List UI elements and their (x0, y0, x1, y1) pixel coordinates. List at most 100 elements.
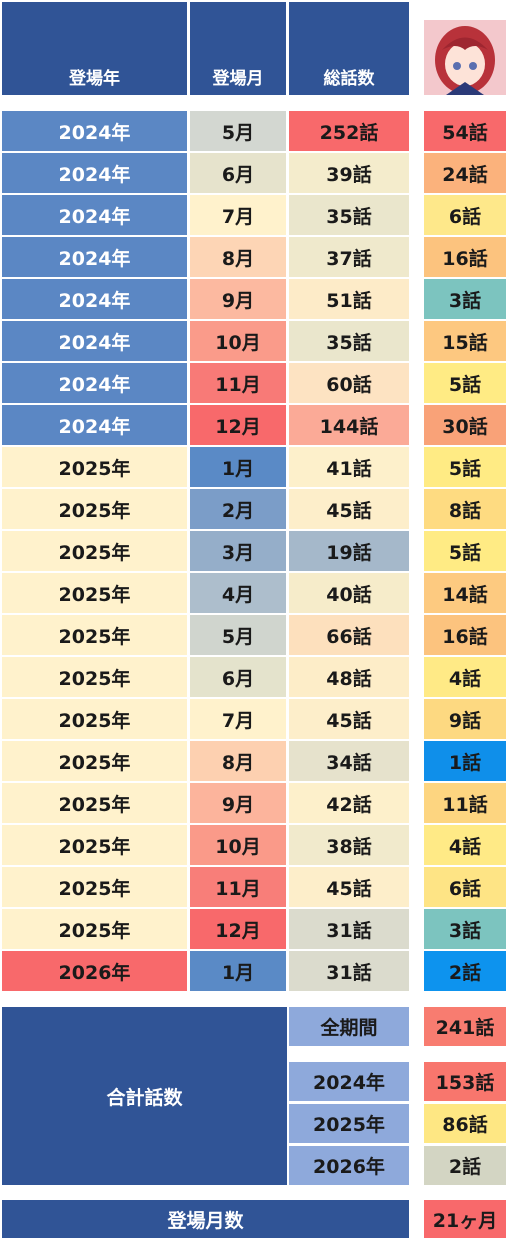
year-cell: 2024年 (2, 195, 187, 235)
header-cell: 登場月 (190, 2, 286, 95)
month-cell: 12月 (190, 909, 286, 949)
month-cell: 6月 (190, 153, 286, 193)
year-cell: 2024年 (2, 153, 187, 193)
summary-value: 2話 (424, 1146, 506, 1185)
summary-label: 合計話数 (2, 1007, 287, 1185)
year-cell: 2024年 (2, 279, 187, 319)
year-cell: 2025年 (2, 699, 187, 739)
year-cell: 2024年 (2, 111, 187, 151)
episodes-cell: 37話 (289, 237, 409, 277)
month-cell: 9月 (190, 783, 286, 823)
month-cell: 3月 (190, 531, 286, 571)
count-cell: 6話 (424, 867, 506, 907)
count-cell: 16話 (424, 615, 506, 655)
summary-value: 241話 (424, 1007, 506, 1046)
year-cell: 2025年 (2, 531, 187, 571)
month-cell: 12月 (190, 405, 286, 445)
month-cell: 8月 (190, 237, 286, 277)
year-cell: 2025年 (2, 615, 187, 655)
episodes-cell: 252話 (289, 111, 409, 151)
count-cell: 4話 (424, 825, 506, 865)
month-cell: 7月 (190, 195, 286, 235)
year-cell: 2024年 (2, 237, 187, 277)
year-cell: 2025年 (2, 867, 187, 907)
year-cell: 2026年 (2, 951, 187, 991)
episodes-cell: 42話 (289, 783, 409, 823)
episodes-cell: 35話 (289, 321, 409, 361)
month-cell: 2月 (190, 489, 286, 529)
avatar (424, 20, 506, 95)
episodes-cell: 35話 (289, 195, 409, 235)
summary-period: 2026年 (289, 1146, 409, 1185)
month-cell: 10月 (190, 825, 286, 865)
episodes-cell: 41話 (289, 447, 409, 487)
summary-value: 86話 (424, 1104, 506, 1143)
month-cell: 11月 (190, 867, 286, 907)
month-cell: 10月 (190, 321, 286, 361)
year-cell: 2024年 (2, 405, 187, 445)
count-cell: 3話 (424, 909, 506, 949)
episodes-cell: 60話 (289, 363, 409, 403)
count-cell: 9話 (424, 699, 506, 739)
month-cell: 4月 (190, 573, 286, 613)
month-cell: 6月 (190, 657, 286, 697)
count-cell: 8話 (424, 489, 506, 529)
episodes-cell: 31話 (289, 909, 409, 949)
count-cell: 24話 (424, 153, 506, 193)
episodes-cell: 38話 (289, 825, 409, 865)
summary-period: 全期間 (289, 1007, 409, 1046)
count-cell: 6話 (424, 195, 506, 235)
count-cell: 1話 (424, 741, 506, 781)
count-cell: 14話 (424, 573, 506, 613)
count-cell: 16話 (424, 237, 506, 277)
episodes-cell: 19話 (289, 531, 409, 571)
episodes-cell: 34話 (289, 741, 409, 781)
year-cell: 2025年 (2, 573, 187, 613)
month-cell: 8月 (190, 741, 286, 781)
year-cell: 2025年 (2, 657, 187, 697)
header-cell: 総話数 (289, 2, 409, 95)
episodes-cell: 66話 (289, 615, 409, 655)
header-cell: 登場年 (2, 2, 187, 95)
month-cell: 11月 (190, 363, 286, 403)
count-cell: 3話 (424, 279, 506, 319)
episodes-cell: 45話 (289, 867, 409, 907)
episodes-cell: 48話 (289, 657, 409, 697)
count-cell: 5話 (424, 447, 506, 487)
count-cell: 15話 (424, 321, 506, 361)
count-cell: 30話 (424, 405, 506, 445)
count-cell: 5話 (424, 531, 506, 571)
summary-period: 2025年 (289, 1104, 409, 1143)
summary-period: 2024年 (289, 1062, 409, 1101)
month-cell: 5月 (190, 111, 286, 151)
year-cell: 2025年 (2, 447, 187, 487)
year-cell: 2025年 (2, 783, 187, 823)
summary-value: 153話 (424, 1062, 506, 1101)
episodes-cell: 144話 (289, 405, 409, 445)
episodes-cell: 45話 (289, 699, 409, 739)
month-cell: 7月 (190, 699, 286, 739)
episodes-cell: 40話 (289, 573, 409, 613)
count-cell: 4話 (424, 657, 506, 697)
year-cell: 2024年 (2, 321, 187, 361)
episodes-cell: 45話 (289, 489, 409, 529)
count-cell: 11話 (424, 783, 506, 823)
count-cell: 54話 (424, 111, 506, 151)
month-cell: 1月 (190, 951, 286, 991)
episodes-cell: 39話 (289, 153, 409, 193)
year-cell: 2025年 (2, 489, 187, 529)
year-cell: 2025年 (2, 909, 187, 949)
year-cell: 2025年 (2, 825, 187, 865)
count-cell: 5話 (424, 363, 506, 403)
episodes-cell: 31話 (289, 951, 409, 991)
months-label: 登場月数 (2, 1200, 409, 1238)
month-cell: 5月 (190, 615, 286, 655)
year-cell: 2025年 (2, 741, 187, 781)
count-cell: 2話 (424, 951, 506, 991)
months-value: 21ヶ月 (424, 1200, 506, 1238)
episodes-cell: 51話 (289, 279, 409, 319)
year-cell: 2024年 (2, 363, 187, 403)
month-cell: 9月 (190, 279, 286, 319)
month-cell: 1月 (190, 447, 286, 487)
